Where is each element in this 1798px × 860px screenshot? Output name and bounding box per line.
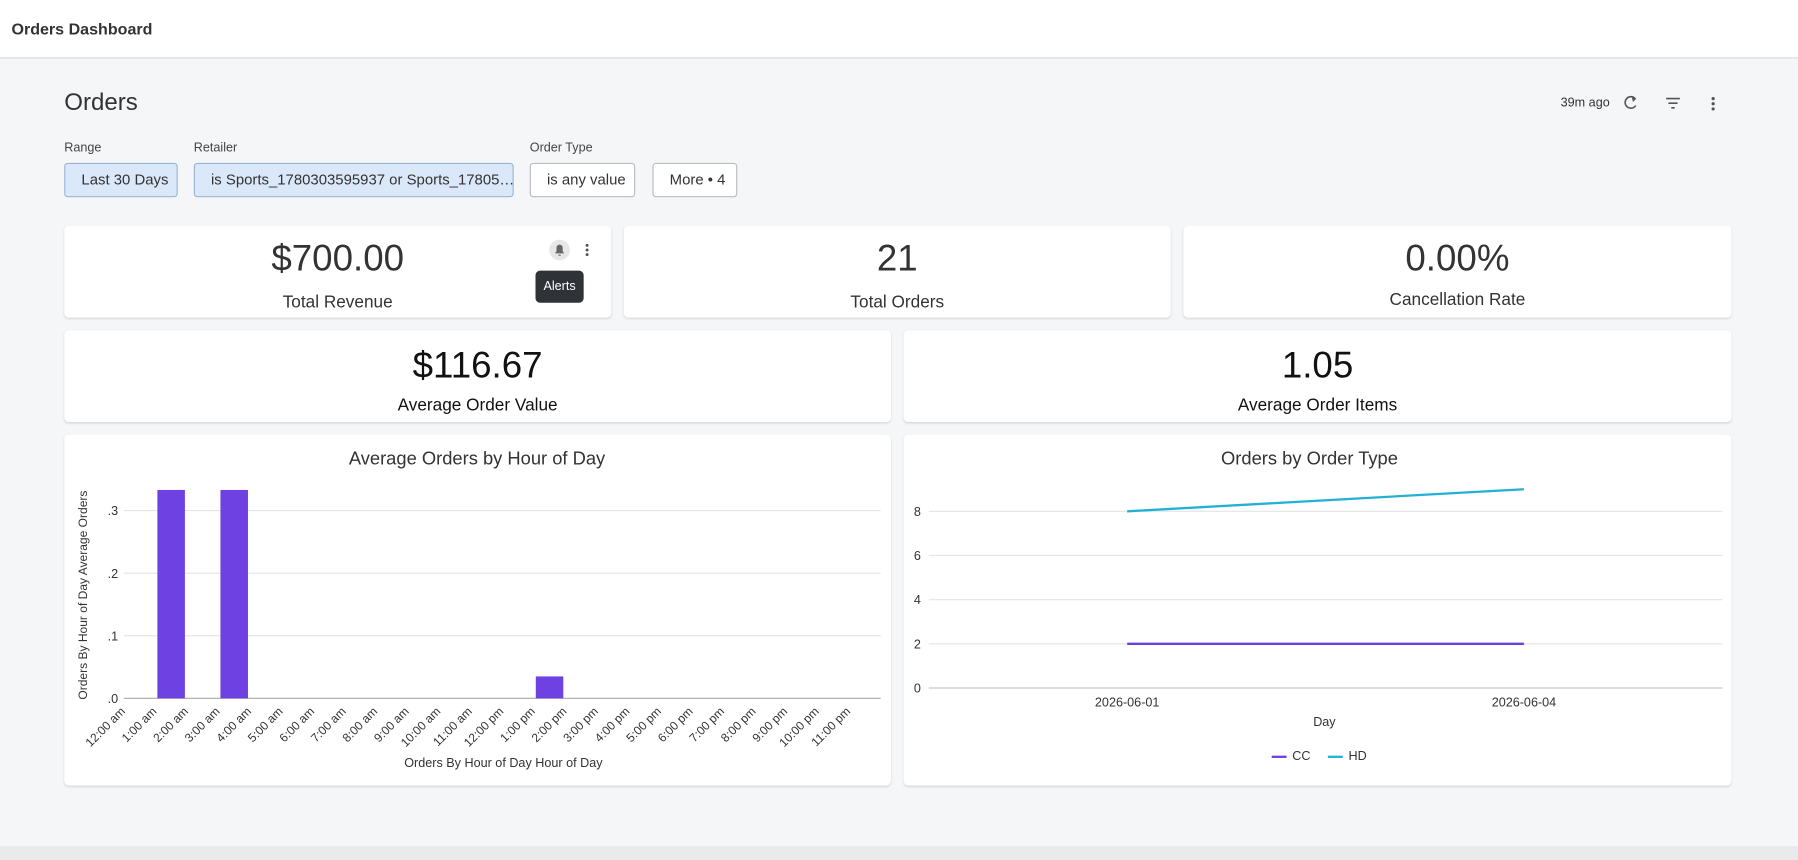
x-axis-label: Orders By Hour of Day Hour of Day (404, 756, 603, 770)
more-filters[interactable]: More • 4 (652, 162, 738, 198)
updated-time: 39m ago (1560, 96, 1610, 111)
y-tick-label: .3 (108, 504, 119, 518)
app-title: Orders Dashboard (11, 19, 153, 38)
bell-icon (554, 244, 565, 256)
y-tick-label: 4 (914, 593, 921, 607)
bar (535, 676, 564, 699)
kpi-label: Average Order Items (1237, 395, 1398, 416)
tooltip: Alerts (535, 270, 584, 303)
bar (157, 489, 185, 699)
legend-label: CC (1292, 749, 1310, 763)
x-axis-label: Day (1313, 715, 1336, 729)
chart-title: Orders by Order Type (1221, 447, 1398, 468)
menu-dot[interactable] (585, 243, 589, 247)
dashboard-title: Orders (64, 89, 138, 116)
x-tick-label: 2026-06-01 (1095, 695, 1160, 709)
filter-icon[interactable] (1666, 97, 1680, 109)
line (1127, 488, 1525, 513)
menu-dot (1711, 107, 1715, 111)
chart-card (64, 434, 891, 786)
top-bar: Orders Dashboard (0, 0, 1798, 59)
footer-strip (0, 846, 1798, 860)
kpi-value: $116.67 (412, 344, 543, 386)
x-tick-label: 2026-06-04 (1492, 695, 1557, 709)
y-tick-label: 6 (914, 549, 921, 563)
kpi-card: 0.00% Cancellation Rate (1183, 225, 1732, 318)
menu-dot[interactable] (1711, 97, 1715, 101)
menu-dot (585, 248, 589, 252)
filter-label: Retailer (193, 141, 238, 155)
bar (220, 489, 248, 699)
kpi-label: Total Revenue (282, 292, 393, 312)
kpi-label: Total Orders (850, 292, 945, 312)
kpi-card: $700.00 Total Revenue (64, 225, 612, 318)
y-tick-label: 8 (914, 505, 921, 519)
legend-label: HD (1348, 749, 1366, 763)
card-icons[interactable] (546, 237, 601, 262)
menu-dot (1711, 102, 1715, 106)
chart-card (903, 434, 1732, 786)
refresh-arrow (1631, 96, 1637, 103)
filter-button[interactable]: Last 30 Days (64, 162, 178, 198)
filter-button[interactable]: is Sports_1780303595937 or Sports_17805… (193, 162, 514, 198)
kpi-card: 1.05 Average Order Items (903, 330, 1732, 422)
filter-button[interactable]: is any value (529, 162, 636, 198)
x-tick-label: 12:00 am (83, 704, 128, 749)
y-axis-label: Orders By Hour of Day Average Orders (76, 491, 90, 700)
filter-label: Range (64, 141, 102, 155)
kpi-value: 1.05 (1281, 344, 1354, 386)
kpi-card: $116.67 Average Order Value (64, 330, 891, 422)
kpi-label: Cancellation Rate (1389, 290, 1526, 310)
y-tick-label: .2 (108, 567, 119, 581)
kpi-value: 21 (876, 237, 918, 279)
toolbar-icons[interactable] (1617, 92, 1732, 117)
kpi-card: 21 Total Orders (623, 225, 1171, 318)
kpi-value: $700.00 (271, 237, 405, 279)
y-tick-label: 2 (914, 637, 921, 651)
kpi-label: Average Order Value (397, 395, 558, 416)
y-tick-label: .0 (108, 692, 119, 706)
y-tick-label: 0 (914, 682, 921, 696)
filter-label: Order Type (529, 141, 593, 155)
y-tick-label: .1 (108, 629, 119, 643)
kpi-value: 0.00% (1405, 237, 1510, 279)
menu-dot (585, 253, 589, 257)
chart-title: Average Orders by Hour of Day (349, 447, 606, 468)
